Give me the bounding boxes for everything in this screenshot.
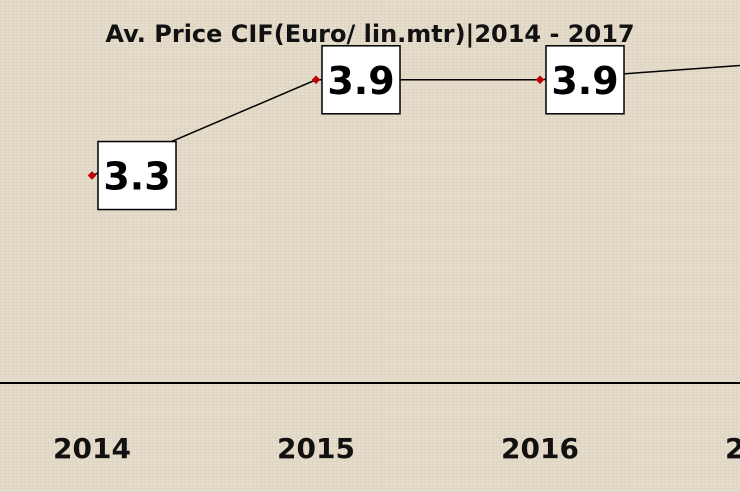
data-label-2014: 3.3 (103, 155, 170, 199)
series-layer (87, 64, 740, 180)
chart-title: Av. Price CIF(Euro/ lin.mtr)|2014 - 2017 (105, 20, 634, 48)
x-tick-label-2014: 2014 (53, 432, 131, 465)
x-tick-labels: 2014 2015 2016 2017 (53, 432, 740, 465)
x-tick-label-2015: 2015 (277, 432, 355, 465)
data-labels-layer: 3.3 3.9 3.9 (97, 45, 625, 211)
data-label-2016: 3.9 (551, 59, 618, 103)
data-point-2015 (311, 75, 321, 85)
data-point-2014 (87, 171, 97, 180)
data-label-box-2015 (321, 45, 401, 115)
data-label-box-2014 (97, 140, 177, 211)
x-tick-label-2017: 2017 (725, 432, 740, 465)
x-tick-label-2016: 2016 (501, 432, 579, 465)
data-label-2015: 3.9 (327, 59, 394, 103)
data-label-box-2016 (545, 45, 625, 115)
series-line (91, 64, 740, 177)
data-point-2016 (535, 75, 545, 85)
